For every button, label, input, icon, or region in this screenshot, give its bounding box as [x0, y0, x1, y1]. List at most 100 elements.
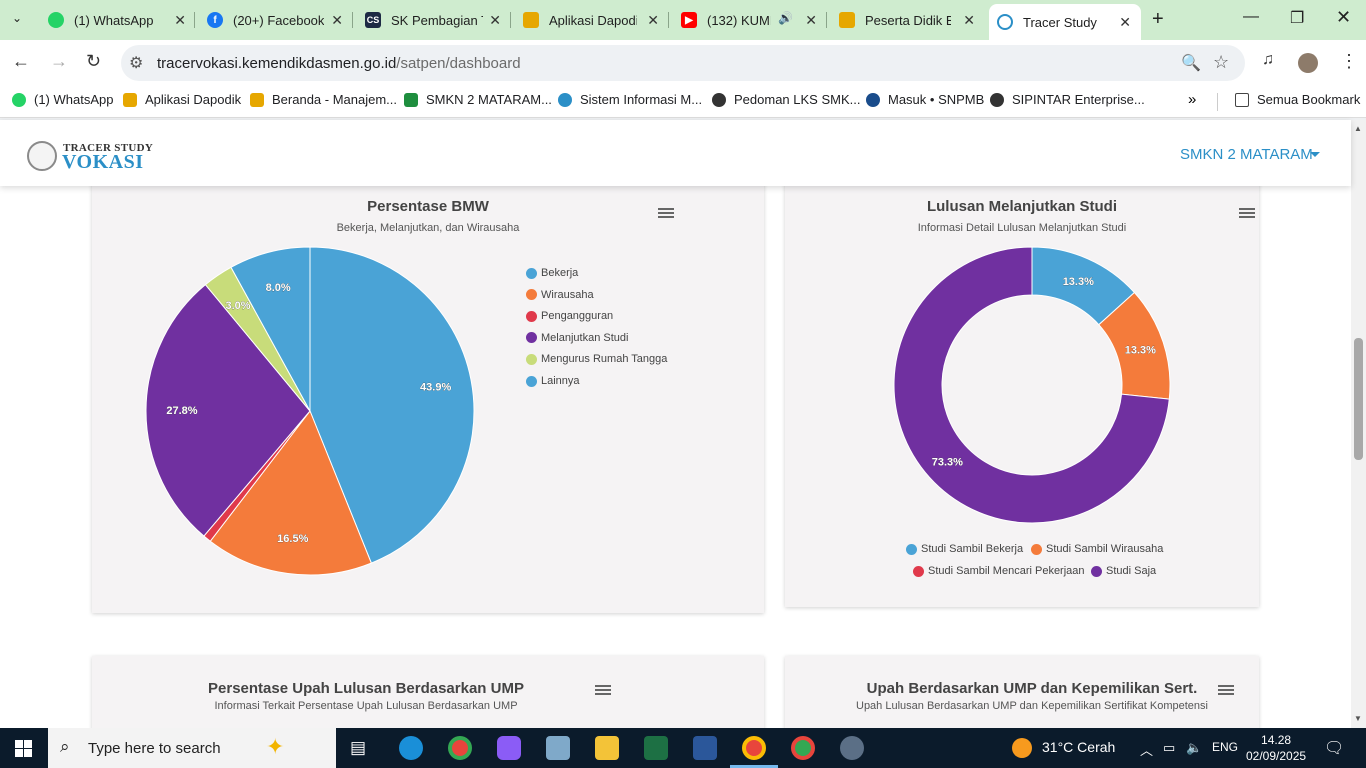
- zoom-icon[interactable]: 🔍: [1181, 55, 1201, 72]
- tab-aplikasi-dapodik[interactable]: Aplikasi Dapodik ✕: [523, 6, 659, 34]
- legend-item[interactable]: Studi Sambil Mencari Pekerjaan: [913, 565, 1085, 577]
- minimize-icon[interactable]: —: [1243, 8, 1259, 25]
- more-bookmarks-icon[interactable]: »: [1188, 91, 1197, 108]
- chart-menu-icon[interactable]: [1218, 685, 1234, 697]
- tab-youtube[interactable]: ▶ (132) KUMPI 🔊 ✕: [681, 6, 817, 34]
- volume-icon[interactable]: 🔈: [1186, 740, 1203, 755]
- pie-slice[interactable]: [209, 410, 372, 576]
- chrome-icon[interactable]: [448, 736, 472, 760]
- bookmark-star-icon[interactable]: ☆: [1213, 52, 1230, 72]
- weather-text[interactable]: 31°C Cerah: [1042, 739, 1116, 755]
- file-explorer-icon[interactable]: [595, 736, 619, 760]
- close-icon[interactable]: ✕: [331, 12, 343, 28]
- address-bar[interactable]: ⚙ tracervokasi.kemendikdasmen.go.id/satp…: [121, 45, 1245, 81]
- legend-item[interactable]: Studi Saja: [1091, 565, 1156, 577]
- close-icon[interactable]: ✕: [805, 12, 817, 28]
- scroll-up-icon[interactable]: ▲: [1354, 124, 1362, 133]
- legend-item[interactable]: Studi Sambil Bekerja: [906, 543, 1023, 555]
- chevron-down-icon[interactable]: [1310, 152, 1320, 157]
- site-info-icon[interactable]: ⚙: [129, 55, 144, 72]
- close-icon[interactable]: ✕: [174, 12, 186, 28]
- network-icon[interactable]: ▭: [1163, 740, 1176, 755]
- chrome-icon[interactable]: [791, 736, 815, 760]
- new-tab-icon[interactable]: +: [1152, 8, 1164, 30]
- close-icon[interactable]: ✕: [1119, 14, 1131, 30]
- chart-menu-icon[interactable]: [595, 685, 611, 697]
- dapodik-icon: [250, 92, 264, 107]
- sparkle-icon: ✦: [266, 734, 285, 759]
- tab-facebook[interactable]: f (20+) Facebook ✕: [207, 6, 343, 34]
- forward-icon[interactable]: →: [50, 51, 68, 71]
- tab-search-icon[interactable]: ⌄: [12, 11, 23, 25]
- bookmark-item[interactable]: SIPINTAR Enterprise...: [990, 92, 1145, 107]
- close-icon[interactable]: ✕: [647, 12, 659, 28]
- legend-marker-icon: [526, 375, 537, 387]
- word-icon[interactable]: [693, 736, 717, 760]
- app-icon[interactable]: [546, 736, 570, 760]
- excel-icon[interactable]: [644, 736, 668, 760]
- pie-slice[interactable]: [230, 246, 311, 412]
- profile-avatar[interactable]: [1298, 53, 1318, 73]
- tab-title: (132) KUMPI: [707, 12, 771, 28]
- pie-slice[interactable]: [145, 283, 311, 537]
- pie-slice[interactable]: [309, 246, 475, 564]
- language-indicator[interactable]: ENG: [1212, 740, 1239, 754]
- page-scrollbar[interactable]: ▲ ▼: [1351, 120, 1366, 728]
- legend-item[interactable]: Lainnya: [526, 375, 580, 387]
- legend-item[interactable]: Pengangguran: [526, 310, 613, 322]
- pie-slice[interactable]: [893, 246, 1170, 524]
- weather-icon[interactable]: [1012, 738, 1032, 758]
- bookmark-item[interactable]: Masuk • SNPMB: [866, 92, 984, 107]
- tab-sk-pembagian[interactable]: CS SK Pembagian T ✕: [365, 6, 501, 34]
- tab-tracer-study[interactable]: Tracer Study ✕: [989, 4, 1141, 40]
- audio-playing-icon[interactable]: 🔊: [778, 11, 793, 25]
- snpmb-icon: [866, 92, 880, 107]
- close-icon[interactable]: ✕: [963, 12, 975, 28]
- close-icon[interactable]: ✕: [489, 12, 501, 28]
- legend-item[interactable]: Melanjutkan Studi: [526, 332, 628, 344]
- chrome-icon[interactable]: [742, 736, 766, 760]
- legend-item[interactable]: Wirausaha: [526, 289, 594, 301]
- restore-icon[interactable]: ❐: [1290, 10, 1305, 27]
- back-icon[interactable]: ←: [12, 51, 30, 71]
- more-menu-icon[interactable]: ⋮: [1340, 51, 1358, 71]
- all-bookmarks[interactable]: Semua Bookmark: [1235, 92, 1360, 107]
- notification-icon[interactable]: 🗨: [1324, 740, 1345, 757]
- bookmark-item[interactable]: Pedoman LKS SMK...: [712, 92, 860, 107]
- taskbar-search[interactable]: ⌕ Type here to search ✦: [48, 728, 336, 768]
- bookmark-item[interactable]: Sistem Informasi M...: [558, 92, 702, 107]
- url-text[interactable]: tracervokasi.kemendikdasmen.go.id/satpen…: [157, 55, 521, 72]
- scroll-down-icon[interactable]: ▼: [1354, 714, 1362, 723]
- copilot-icon[interactable]: [497, 736, 521, 760]
- site-header: TRACER STUDY VOKASI SMKN 2 MATARAM: [0, 120, 1351, 186]
- logo-line1[interactable]: TRACER STUDY: [63, 142, 154, 154]
- reload-icon[interactable]: ↻: [86, 51, 102, 71]
- app-icon[interactable]: [840, 736, 864, 760]
- chart-subtitle: Informasi Detail Lulusan Melanjutkan Stu…: [917, 222, 1127, 234]
- chart-menu-icon[interactable]: [1239, 208, 1255, 220]
- task-view-icon[interactable]: ▤: [350, 738, 367, 757]
- legend-item[interactable]: Studi Sambil Wirausaha: [1031, 543, 1163, 555]
- bookmark-item[interactable]: Aplikasi Dapodik: [123, 92, 241, 107]
- media-control-icon[interactable]: ♫: [1262, 51, 1274, 68]
- tut-wuri-emblem-icon[interactable]: [27, 141, 57, 171]
- tab-peserta-didik[interactable]: Peserta Didik Ba ✕: [839, 6, 975, 34]
- legend-item[interactable]: Mengurus Rumah Tangga: [526, 353, 667, 365]
- clock[interactable]: 14.28 02/09/2025: [1246, 732, 1306, 764]
- whatsapp-icon: [12, 92, 26, 107]
- edge-icon[interactable]: [399, 736, 423, 760]
- show-hidden-icons-icon[interactable]: ︿: [1140, 743, 1154, 758]
- legend-item[interactable]: Bekerja: [526, 267, 578, 279]
- school-dropdown[interactable]: SMKN 2 MATARAM: [1180, 146, 1313, 163]
- globe-icon: [990, 92, 1004, 107]
- windows-start-icon[interactable]: [15, 740, 32, 757]
- bookmark-item[interactable]: Beranda - Manajem...: [250, 92, 397, 107]
- logo-line2[interactable]: VOKASI: [62, 151, 144, 173]
- bookmark-item[interactable]: (1) WhatsApp: [12, 92, 113, 107]
- tab-whatsapp[interactable]: (1) WhatsApp ✕: [48, 6, 186, 34]
- scrollbar-thumb[interactable]: [1354, 338, 1363, 460]
- bookmark-item[interactable]: SMKN 2 MATARAM...: [404, 92, 552, 107]
- bookmark-label: Sistem Informasi M...: [580, 92, 703, 107]
- window-close-icon[interactable]: ✕: [1336, 7, 1352, 27]
- chart-menu-icon[interactable]: [658, 208, 674, 220]
